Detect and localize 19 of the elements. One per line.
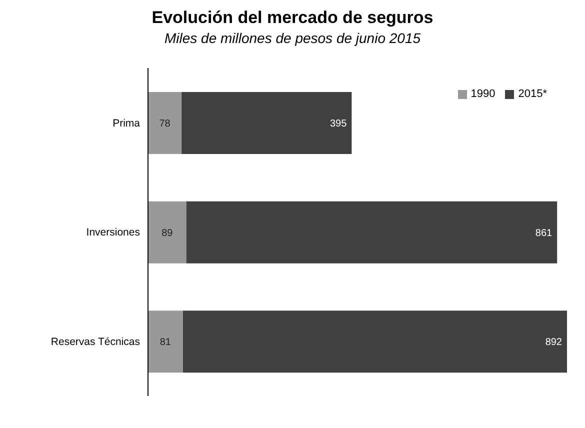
y-tick-label: Inversiones	[86, 226, 140, 239]
chart-title: Evolución del mercado de seguros	[150, 8, 434, 28]
bar	[148, 201, 186, 264]
bar	[186, 201, 558, 264]
data-label: 89	[162, 228, 174, 239]
y-tick-label: Reservas Técnicas	[50, 336, 140, 348]
bar	[182, 92, 352, 154]
chart-subtitle: Miles de millones de pesos de junio 2015	[163, 30, 422, 46]
data-label: 78	[159, 118, 171, 130]
legend-label: 1990	[470, 88, 496, 100]
y-tick-label: Prima	[112, 117, 140, 130]
legend-label: 2015*	[518, 88, 547, 100]
bar	[148, 92, 182, 154]
data-label: 861	[535, 228, 553, 239]
bar	[148, 310, 183, 373]
bar	[182, 310, 567, 373]
data-label: 81	[160, 337, 172, 348]
data-label: 892	[545, 337, 562, 348]
data-label: 395	[330, 118, 348, 130]
